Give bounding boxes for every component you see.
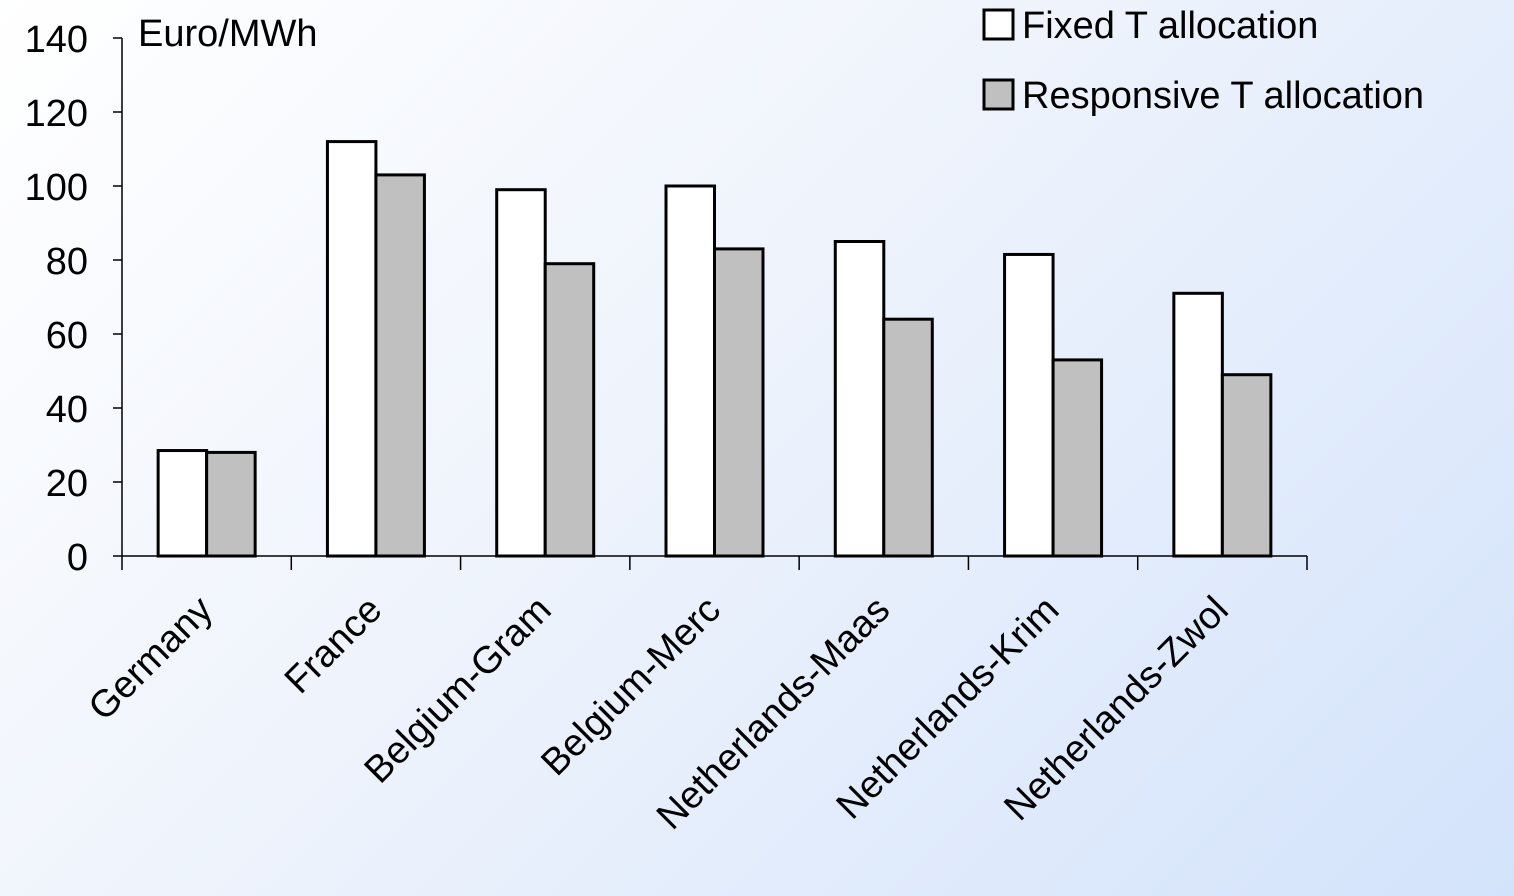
x-tick-label: Belgium-Merc bbox=[533, 589, 728, 784]
bar-fixed-france bbox=[325, 140, 378, 558]
bar-responsive-netherlands-zwol bbox=[1220, 373, 1273, 558]
bar-fixed-germany bbox=[156, 449, 209, 558]
bars-group bbox=[156, 140, 1273, 558]
legend: Fixed T allocation Responsive T allocatio… bbox=[982, 5, 1424, 117]
x-tick-label: Germany bbox=[81, 589, 221, 729]
bar-responsive-netherlands-krim bbox=[1051, 358, 1104, 558]
y-tick-label: 120 bbox=[25, 93, 88, 135]
y-tick-label: 0 bbox=[67, 537, 88, 579]
y-tick-label: 140 bbox=[25, 19, 88, 61]
bar-fixed-netherlands-krim bbox=[1003, 252, 1055, 558]
y-tick-label: 60 bbox=[46, 315, 88, 357]
legend-label-responsive: Responsive T allocation bbox=[1022, 75, 1424, 117]
legend-label-fixed: Fixed T allocation bbox=[1022, 5, 1318, 47]
legend-swatch-responsive bbox=[982, 78, 1015, 111]
bar-responsive-france bbox=[374, 173, 426, 558]
bar-fixed-belgium-gram bbox=[495, 188, 547, 558]
bar-fixed-netherlands-zwol bbox=[1172, 291, 1224, 558]
y-axis-label: Euro/MWh bbox=[138, 13, 317, 55]
y-tick-label: 80 bbox=[46, 241, 88, 283]
bar-fixed-netherlands-maas bbox=[833, 240, 886, 558]
bar-responsive-netherlands-maas bbox=[882, 317, 934, 558]
y-tick-label: 100 bbox=[25, 167, 88, 209]
legend-swatch-fixed bbox=[982, 8, 1015, 41]
bar-responsive-belgium-gram bbox=[543, 262, 596, 558]
y-tick-label: 20 bbox=[46, 463, 88, 505]
bar-responsive-germany bbox=[205, 450, 257, 558]
bar-fixed-belgium-merc bbox=[664, 184, 716, 558]
y-tick-label: 40 bbox=[46, 389, 88, 431]
bar-responsive-belgium-merc bbox=[713, 247, 765, 558]
x-tick-label: France bbox=[277, 589, 390, 702]
